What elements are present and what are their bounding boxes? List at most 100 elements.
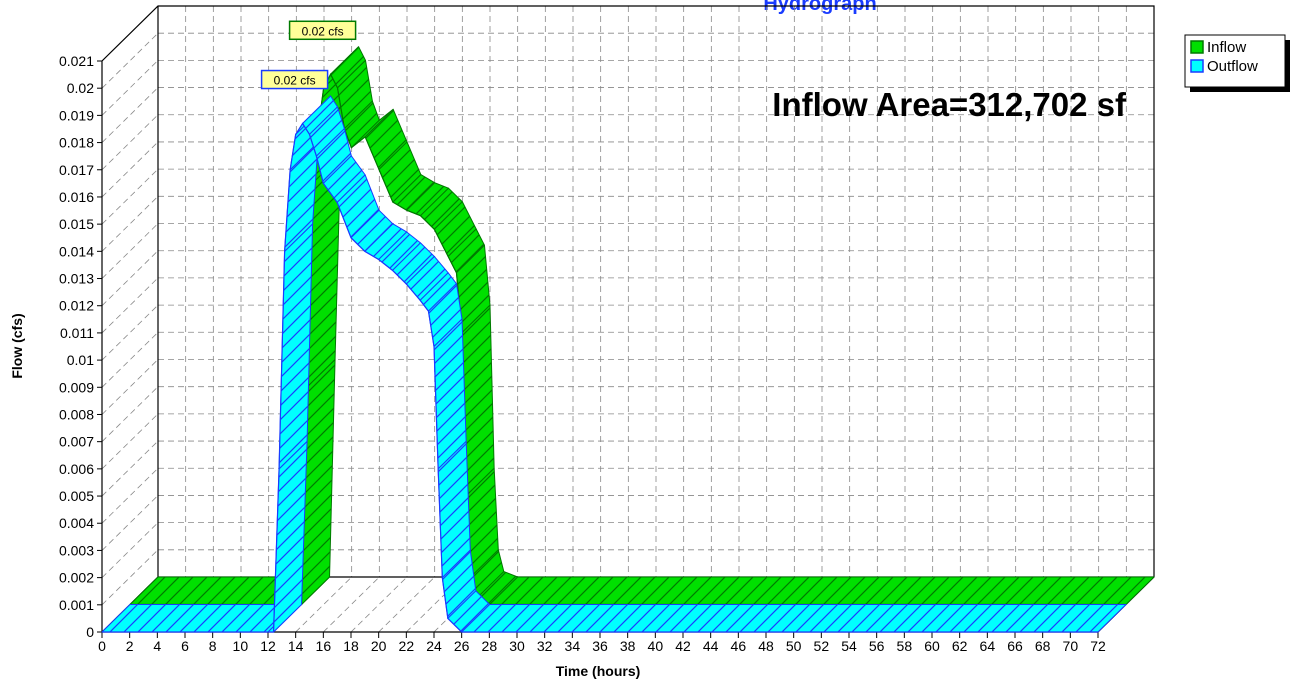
grid-line [101, 223, 159, 279]
y-tick-label: 0.019 [59, 107, 94, 123]
y-tick-label: 0.015 [59, 216, 94, 232]
x-tick-label: 36 [592, 638, 608, 654]
x-tick-label: 62 [952, 638, 968, 654]
ribbon-segment [489, 576, 1155, 605]
x-tick-label: 68 [1035, 638, 1051, 654]
grid-line [101, 87, 159, 143]
grid-line [101, 168, 159, 225]
annotation: Inflow Area=312,702 sf [772, 86, 1127, 123]
ribbon-segment [101, 604, 297, 633]
grid-line [101, 32, 159, 89]
grid-line [295, 576, 352, 633]
x-axis-label: Time (hours) [556, 663, 641, 679]
series-ribbon [101, 95, 1127, 633]
grid-line [101, 413, 159, 470]
x-tick-label: 50 [786, 638, 802, 654]
legend-label: Outflow [1207, 58, 1258, 75]
x-tick-label: 34 [565, 638, 581, 654]
x-tick-label: 40 [648, 638, 664, 654]
x-tick-label: 10 [233, 638, 249, 654]
x-tick-label: 22 [399, 638, 415, 654]
legend-label: Inflow [1207, 39, 1246, 56]
legend-swatch [1190, 59, 1204, 73]
grid-line [101, 440, 159, 497]
grid-line [101, 522, 159, 578]
x-tick-label: 66 [1007, 638, 1023, 654]
y-tick-label: 0.005 [59, 488, 94, 504]
y-tick-label: 0.003 [59, 542, 94, 558]
chart-title: Hydrograph [763, 0, 876, 15]
x-tick-label: 28 [482, 638, 498, 654]
x-tick-label: 8 [209, 638, 217, 654]
x-tick-label: 0 [98, 638, 106, 654]
y-tick-label: 0 [86, 624, 94, 640]
x-tick-label: 2 [126, 638, 134, 654]
grid-line [101, 304, 159, 361]
grid-line [101, 467, 159, 524]
grid-line [101, 549, 159, 606]
peak-label: 0.02 cfs [274, 74, 316, 88]
y-tick-label: 0.009 [59, 379, 94, 395]
x-tick-label: 70 [1063, 638, 1079, 654]
y-tick-label: 0.017 [59, 162, 94, 178]
peak-label-box [288, 20, 357, 41]
x-tick-label: 38 [620, 638, 636, 654]
x-tick-label: 56 [869, 638, 885, 654]
grid-line [101, 277, 159, 334]
x-tick-label: 46 [731, 638, 747, 654]
grid-line [101, 141, 159, 198]
grid-line [101, 386, 159, 442]
x-tick-label: 32 [537, 638, 553, 654]
y-axis-label: Flow (cfs) [9, 313, 25, 378]
x-tick-label: 4 [153, 638, 161, 654]
y-tick-label: 0.013 [59, 271, 94, 287]
peak-label: 0.02 cfs [302, 24, 344, 38]
grid-line [101, 359, 159, 415]
x-tick-label: 64 [980, 638, 996, 654]
x-tick-label: 24 [426, 638, 442, 654]
y-tick-label: 0.007 [59, 434, 94, 450]
y-tick-label: 0.016 [59, 189, 94, 205]
x-tick-label: 42 [675, 638, 691, 654]
x-tick-label: 20 [371, 638, 387, 654]
x-tick-label: 44 [703, 638, 719, 654]
y-tick-label: 0.004 [59, 515, 94, 531]
x-tick-label: 14 [288, 638, 304, 654]
x-tick-label: 26 [454, 638, 470, 654]
peak-label-box [260, 69, 329, 90]
x-tick-label: 30 [509, 638, 525, 654]
x-tick-label: 54 [841, 638, 857, 654]
x-tick-label: 60 [924, 638, 940, 654]
grid-line [378, 576, 435, 633]
grid-line [101, 60, 159, 116]
grid-line [101, 250, 159, 306]
y-tick-label: 0.012 [59, 298, 94, 314]
y-tick-label: 0.008 [59, 406, 94, 422]
y-tick-label: 0.006 [59, 461, 94, 477]
y-tick-label: 0.01 [67, 352, 94, 368]
y-tick-label: 0.02 [67, 80, 94, 96]
x-tick-label: 52 [814, 638, 830, 654]
grid-line [323, 576, 380, 633]
grid-line [350, 576, 408, 633]
series-line [102, 122, 1098, 633]
x-tick-label: 6 [181, 638, 189, 654]
legend-swatch [1190, 40, 1204, 54]
grid-line [101, 196, 159, 252]
y-tick-label: 0.001 [59, 597, 94, 613]
grid-line [101, 114, 159, 171]
grid-line [101, 495, 159, 551]
ribbon-segment [461, 604, 1127, 633]
y-tick-label: 0.021 [59, 53, 94, 69]
y-tick-label: 0.018 [59, 135, 94, 151]
x-tick-label: 18 [343, 638, 359, 654]
x-tick-label: 58 [897, 638, 913, 654]
y-tick-label: 0.002 [59, 570, 94, 586]
y-tick-label: 0.014 [59, 243, 94, 259]
grid-line [101, 332, 159, 388]
x-tick-label: 12 [260, 638, 276, 654]
x-tick-label: 16 [316, 638, 332, 654]
x-tick-label: 48 [758, 638, 774, 654]
y-tick-label: 0.011 [60, 325, 94, 341]
